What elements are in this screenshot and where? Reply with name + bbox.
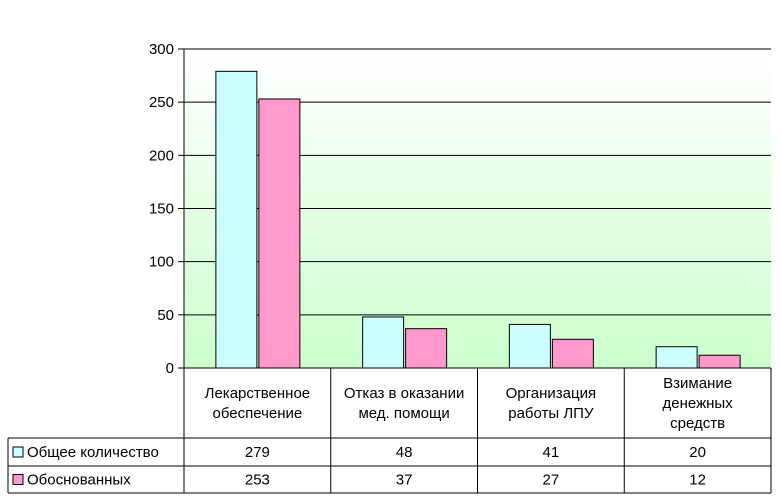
category-label: мед. помощи <box>358 405 449 422</box>
bar <box>551 338 594 369</box>
category-label: работы ЛПУ <box>508 405 594 422</box>
bar <box>508 323 551 369</box>
table-value: 20 <box>689 444 706 461</box>
y-tick-label: 100 <box>149 254 174 271</box>
bar <box>698 354 741 369</box>
legend-label: Обоснованных <box>27 472 131 489</box>
legend-swatch <box>12 474 24 485</box>
table-value: 253 <box>245 472 270 489</box>
category-label: денежных <box>663 395 734 412</box>
table-value: 12 <box>689 472 706 489</box>
category-label: Взимание <box>663 375 732 392</box>
data-table: Лекарственное обеспечение Отказ в оказании… <box>7 368 772 494</box>
bars <box>215 70 741 369</box>
category-label: Лекарственное <box>205 385 311 402</box>
table-value: 41 <box>543 444 560 461</box>
bar <box>655 346 698 369</box>
y-tick-label: 150 <box>149 201 174 218</box>
table-value: 27 <box>543 472 560 489</box>
bar <box>362 316 405 369</box>
category-label: средств <box>670 415 725 432</box>
bar <box>258 98 301 369</box>
legend-label: Общее количество <box>27 444 159 461</box>
bar <box>215 70 258 369</box>
category-label: Организация <box>506 385 596 402</box>
category-label: обеспечение <box>213 405 303 422</box>
y-tick-labels: 300 250 200 150 100 50 0 <box>149 41 184 377</box>
y-tick-label: 250 <box>149 94 174 111</box>
category-label: Отказ в оказании <box>344 385 464 402</box>
legend-swatch <box>12 446 24 458</box>
table-value: 48 <box>396 444 413 461</box>
y-tick-label: 50 <box>157 307 174 324</box>
table-value: 279 <box>245 444 270 461</box>
bar <box>405 328 448 369</box>
table-value: 37 <box>396 472 413 489</box>
y-tick-label: 300 <box>149 41 174 58</box>
y-tick-label: 0 <box>166 360 174 377</box>
y-tick-label: 200 <box>149 147 174 164</box>
